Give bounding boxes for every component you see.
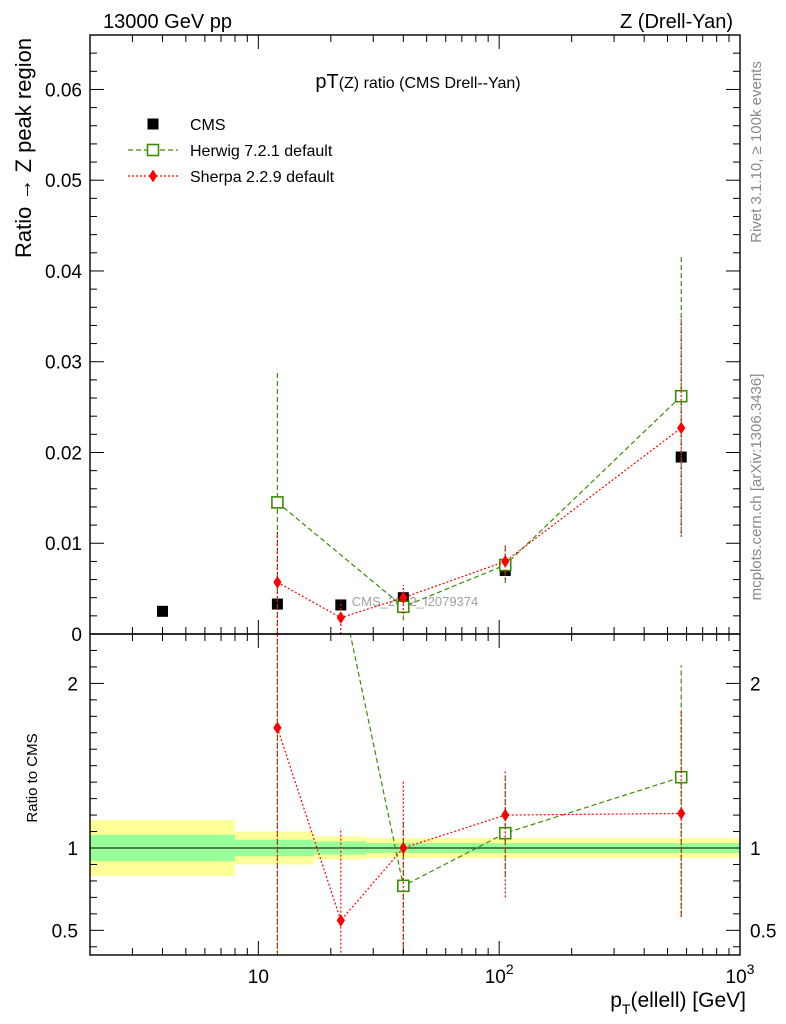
data-point: [399, 591, 408, 605]
ratio-point: [399, 841, 408, 855]
ratio-point: [501, 808, 510, 822]
x-tick-label-base: 10: [248, 967, 269, 988]
ratio-point: [677, 807, 686, 820]
main-series-group: [156, 255, 688, 634]
series-line: [277, 427, 682, 619]
legend-label: CMS: [190, 117, 226, 134]
data-point: [501, 555, 510, 568]
data-point: [677, 421, 686, 435]
legend-item: Herwig 7.2.1 default: [128, 143, 333, 160]
ratio-point: [272, 283, 283, 294]
ratio-y-tick-label-right: 0.5: [750, 921, 776, 942]
ratio-y-tick-label-right: 2: [750, 674, 761, 695]
ratio-panel-frame: [89, 633, 741, 956]
ratio-y-tick-label: 0.5: [52, 921, 78, 942]
y-tick-label: 0: [71, 625, 82, 646]
legend-marker: [148, 169, 158, 183]
header-left: 13000 GeV pp: [103, 11, 232, 33]
data-point: [336, 611, 345, 624]
x-axis-title-sub: T: [622, 1001, 631, 1017]
ratio-y-tick-label: 2: [67, 674, 78, 695]
data-point: [156, 605, 168, 617]
rivet-label: Rivet 3.1.10, ≥ 100k events: [748, 61, 765, 243]
ratio-y-axis-title: Ratio to CMS: [24, 733, 41, 822]
legend-marker: [146, 143, 160, 157]
header-right: Z (Drell-Yan): [620, 11, 733, 33]
data-point: [271, 496, 284, 509]
plot-title-main: pT: [315, 71, 338, 93]
y-tick-label: 0.02: [45, 443, 82, 464]
ratio-series-line: [276, 727, 682, 922]
x-axis-title: pT(ellell) [GeV]: [610, 989, 746, 1017]
series-line: [277, 395, 682, 608]
legend-label: Herwig 7.2.1 default: [190, 143, 333, 160]
x-tick-label-base: 10: [485, 967, 506, 988]
ratio-point: [273, 721, 282, 735]
mcplots-label: mcplots.cern.ch [arXiv:1306.3436]: [748, 374, 765, 601]
x-tick-label-exponent: 2: [506, 961, 514, 977]
plot-title-sub: (Z) ratio (CMS Drell--Yan): [339, 75, 521, 92]
data-point: [273, 575, 282, 589]
y-tick-label: 0.05: [45, 171, 82, 192]
main-panel-frame: [89, 34, 741, 635]
legend-marker: [147, 118, 159, 130]
x-tick-label: 103: [726, 961, 755, 988]
x-tick-label: 102: [485, 961, 514, 988]
x-tick-label: 10: [248, 967, 269, 988]
legend-item: CMS: [147, 117, 226, 134]
legend-label: Sherpa 2.2.9 default: [190, 169, 335, 186]
ratio-series-line: [349, 634, 682, 887]
x-axis-title-rest: (ellell) [GeV]: [630, 989, 746, 1012]
x-axis-title-p: p: [610, 989, 622, 1012]
data-point: [675, 451, 687, 463]
y-axis-title: Ratio → Z peak region: [11, 38, 36, 258]
legend-item: Sherpa 2.2.9 default: [128, 169, 335, 186]
y-tick-label: 0.04: [45, 262, 82, 283]
y-tick-label: 0.06: [45, 80, 82, 101]
ratio-y-tick-label-right: 1: [750, 839, 761, 860]
plot-title: pT(Z) ratio (CMS Drell--Yan): [315, 71, 520, 93]
y-tick-label: 0.01: [45, 534, 82, 555]
ratio-y-tick-label: 1: [67, 839, 78, 860]
x-tick-label-exponent: 3: [747, 961, 755, 977]
ratio-point: [336, 914, 345, 927]
ratio-series-group: [272, 283, 688, 955]
x-tick-label-base: 10: [726, 967, 747, 988]
y-tick-label: 0.03: [45, 353, 82, 374]
